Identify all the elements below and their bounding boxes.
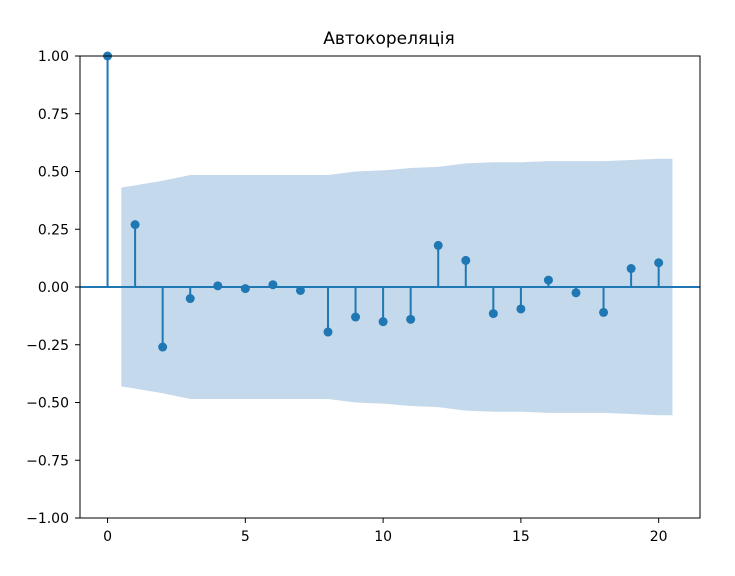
acf-point [433,240,443,250]
y-tick-label: 0.00 [38,280,69,296]
acf-point [213,281,223,291]
acf-point [158,342,168,352]
acf-point [351,312,361,322]
acf-point [599,307,609,317]
acf-point [626,264,636,274]
acf-point [185,294,195,304]
x-tick-label: 15 [512,529,530,545]
acf-point [130,220,140,230]
acf-point [378,317,388,327]
acf-point [295,285,305,295]
acf-point [240,284,250,294]
x-tick-label: 20 [650,529,668,545]
y-axis: −1.00 −0.75 −0.50 −0.25 0.00 0.25 0.50 0.75 1.00 [26,49,80,527]
acf-point [323,327,333,337]
x-tick-label: 0 [103,529,112,545]
y-tick-label: −1.00 [26,511,69,527]
x-axis: 0 5 10 15 20 [103,518,668,545]
acf-point [461,255,471,265]
y-tick-label: 0.75 [38,107,69,123]
y-tick-label: −0.25 [26,338,69,354]
acf-point [268,280,278,290]
acf-point [406,314,416,324]
x-tick-label: 10 [374,529,392,545]
acf-point [516,304,526,314]
chart-title: Автокореляція [323,29,454,49]
acf-point [571,288,581,298]
x-tick-label: 5 [241,529,250,545]
y-tick-label: −0.50 [26,396,69,412]
plot-area [80,51,700,416]
y-tick-label: −0.75 [26,453,69,469]
acf-point [654,258,664,268]
acf-point [488,309,498,319]
y-tick-label: 1.00 [38,49,69,65]
y-tick-label: 0.25 [38,222,69,238]
acf-point [543,275,553,285]
y-tick-label: 0.50 [38,165,69,181]
